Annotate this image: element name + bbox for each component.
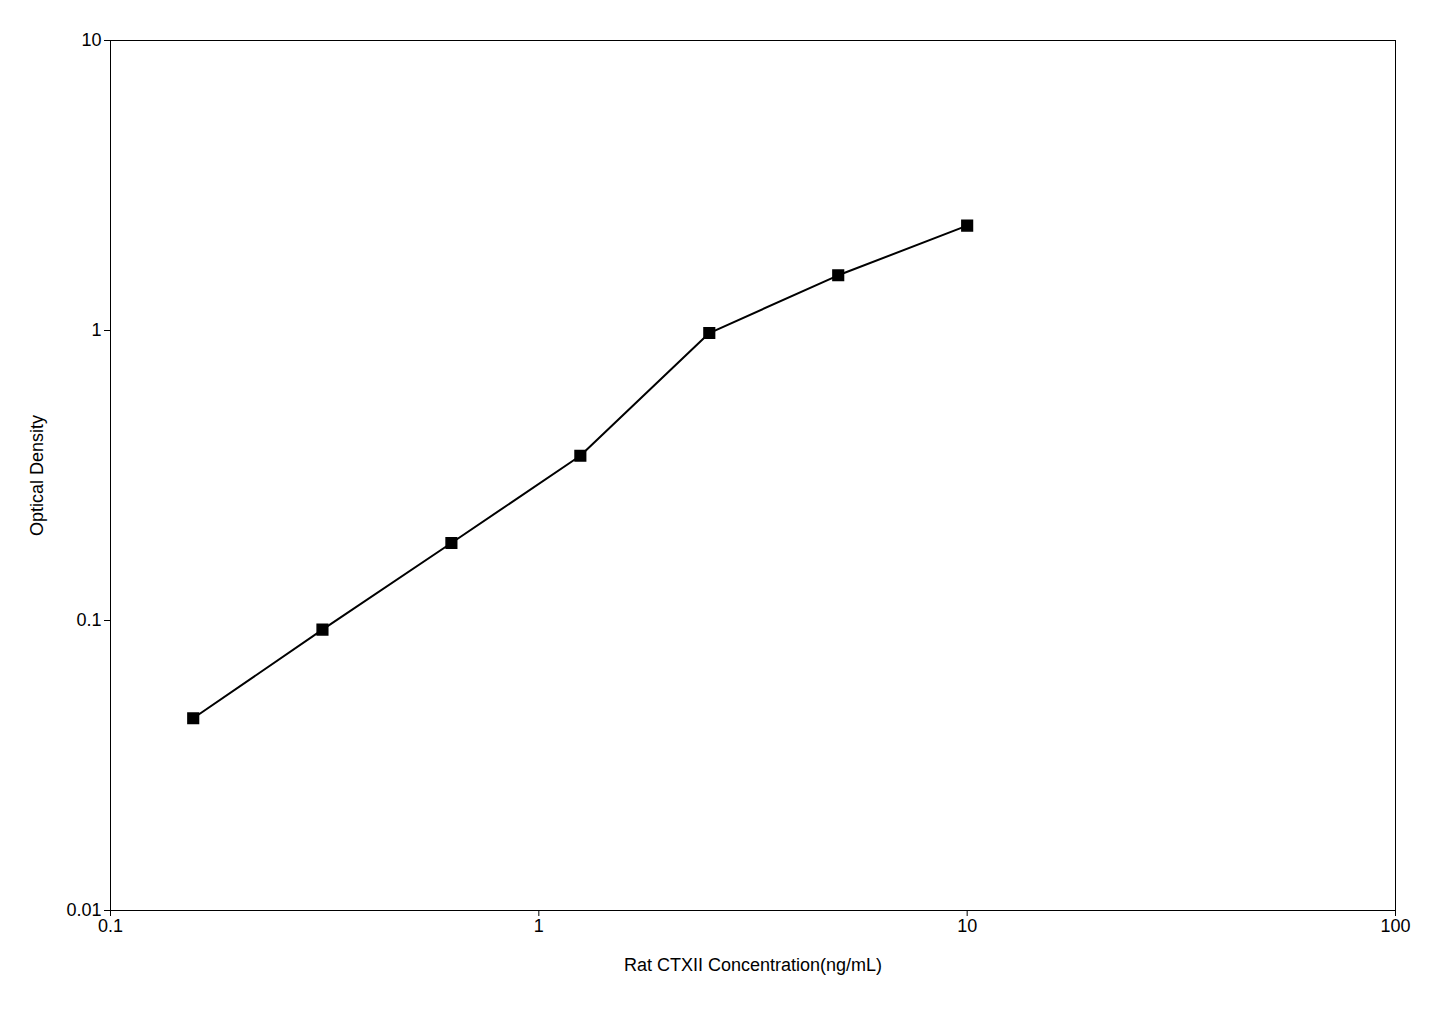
- svg-text:1: 1: [91, 320, 101, 340]
- svg-text:10: 10: [81, 30, 101, 50]
- svg-text:Rat CTXII Concentration(ng/mL): Rat CTXII Concentration(ng/mL): [624, 955, 882, 975]
- svg-text:10: 10: [957, 916, 977, 936]
- svg-text:0.01: 0.01: [66, 900, 101, 920]
- svg-text:100: 100: [1380, 916, 1410, 936]
- svg-text:0.1: 0.1: [76, 610, 101, 630]
- svg-text:1: 1: [534, 916, 544, 936]
- svg-text:0.1: 0.1: [98, 916, 123, 936]
- svg-text:Optical Density: Optical Density: [27, 415, 47, 536]
